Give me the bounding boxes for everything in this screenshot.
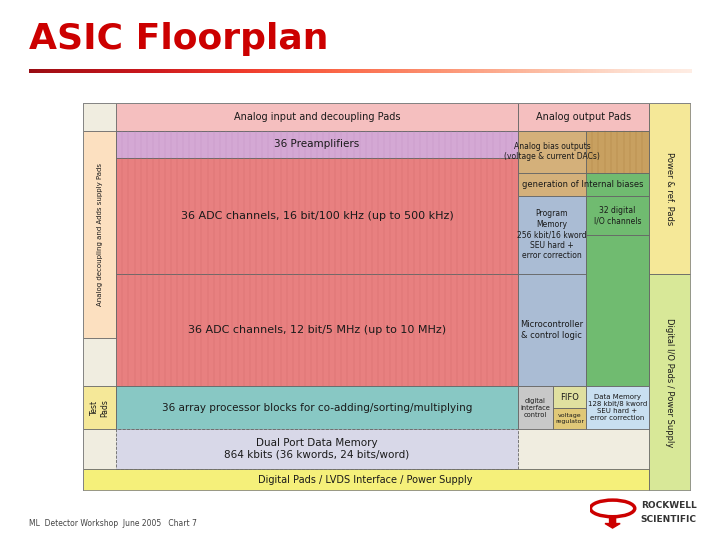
Text: Power & ref. Pads: Power & ref. Pads [665, 152, 675, 225]
Text: ASIC Floorplan: ASIC Floorplan [29, 22, 328, 56]
Bar [518, 103, 649, 131]
Bar [649, 274, 691, 491]
Text: Analog decoupling and Adds supply Pads: Analog decoupling and Adds supply Pads [96, 163, 102, 306]
Bar [586, 196, 649, 235]
Bar [518, 173, 649, 196]
Text: Digital Pads / LVDS Interface / Power Supply: Digital Pads / LVDS Interface / Power Su… [258, 475, 473, 485]
Text: 36 ADC channels, 16 bit/100 kHz (up to 500 kHz): 36 ADC channels, 16 bit/100 kHz (up to 5… [181, 211, 454, 221]
Text: voltage
regulator: voltage regulator [555, 413, 584, 424]
Text: 32 digital
I/O channels: 32 digital I/O channels [593, 206, 641, 225]
Bar [116, 158, 518, 274]
Text: digital
interface
control: digital interface control [521, 398, 550, 418]
Text: ML  Detector Workshop  June 2005   Chart 7: ML Detector Workshop June 2005 Chart 7 [29, 519, 197, 528]
Text: Analog input and decoupling Pads: Analog input and decoupling Pads [234, 112, 400, 122]
Bar [518, 196, 586, 274]
Bar [116, 103, 518, 131]
Bar [116, 274, 518, 387]
FancyArrow shape [605, 517, 620, 528]
Bar [586, 387, 649, 429]
Bar [83, 131, 116, 338]
Bar [116, 429, 518, 469]
Text: SCIENTIFIC: SCIENTIFIC [641, 515, 697, 524]
Bar [116, 387, 518, 429]
Text: Digital I/O Pads / Power Supply: Digital I/O Pads / Power Supply [665, 318, 675, 447]
Text: Data Memory
128 kbit/8 kword
SEU hard +
error correction: Data Memory 128 kbit/8 kword SEU hard + … [588, 394, 647, 421]
Bar [586, 173, 649, 196]
Text: Analog bias outputs
(voltage & current DACs): Analog bias outputs (voltage & current D… [504, 142, 600, 161]
Bar [83, 469, 649, 491]
Text: generation of Internal biases: generation of Internal biases [523, 180, 644, 189]
Bar [518, 387, 553, 429]
Text: ROCKWELL: ROCKWELL [641, 501, 696, 510]
Text: 36 ADC channels, 12 bit/5 MHz (up to 10 MHz): 36 ADC channels, 12 bit/5 MHz (up to 10 … [188, 325, 446, 335]
Text: Dual Port Data Memory
864 kbits (36 kwords, 24 bits/word): Dual Port Data Memory 864 kbits (36 kwor… [225, 438, 410, 460]
Text: Microcontroller
& control logic: Microcontroller & control logic [521, 320, 583, 340]
Text: Test
Pads: Test Pads [90, 399, 109, 417]
Text: 36 Preamplifiers: 36 Preamplifiers [274, 139, 360, 149]
Bar [586, 235, 649, 387]
Bar [553, 408, 586, 429]
Bar [83, 387, 116, 429]
Bar [518, 131, 586, 173]
Bar [586, 131, 649, 173]
Bar [553, 387, 586, 408]
Text: Program
Memory
256 kbit/16 kword
SEU hard +
error correction: Program Memory 256 kbit/16 kword SEU har… [517, 210, 587, 260]
Text: FIFO: FIFO [560, 393, 579, 402]
Bar [649, 103, 691, 274]
Bar [116, 131, 518, 158]
Text: 36 array processor blocks for co-adding/sorting/multiplying: 36 array processor blocks for co-adding/… [162, 403, 472, 413]
Bar [518, 274, 586, 387]
Text: Analog output Pads: Analog output Pads [536, 112, 631, 122]
